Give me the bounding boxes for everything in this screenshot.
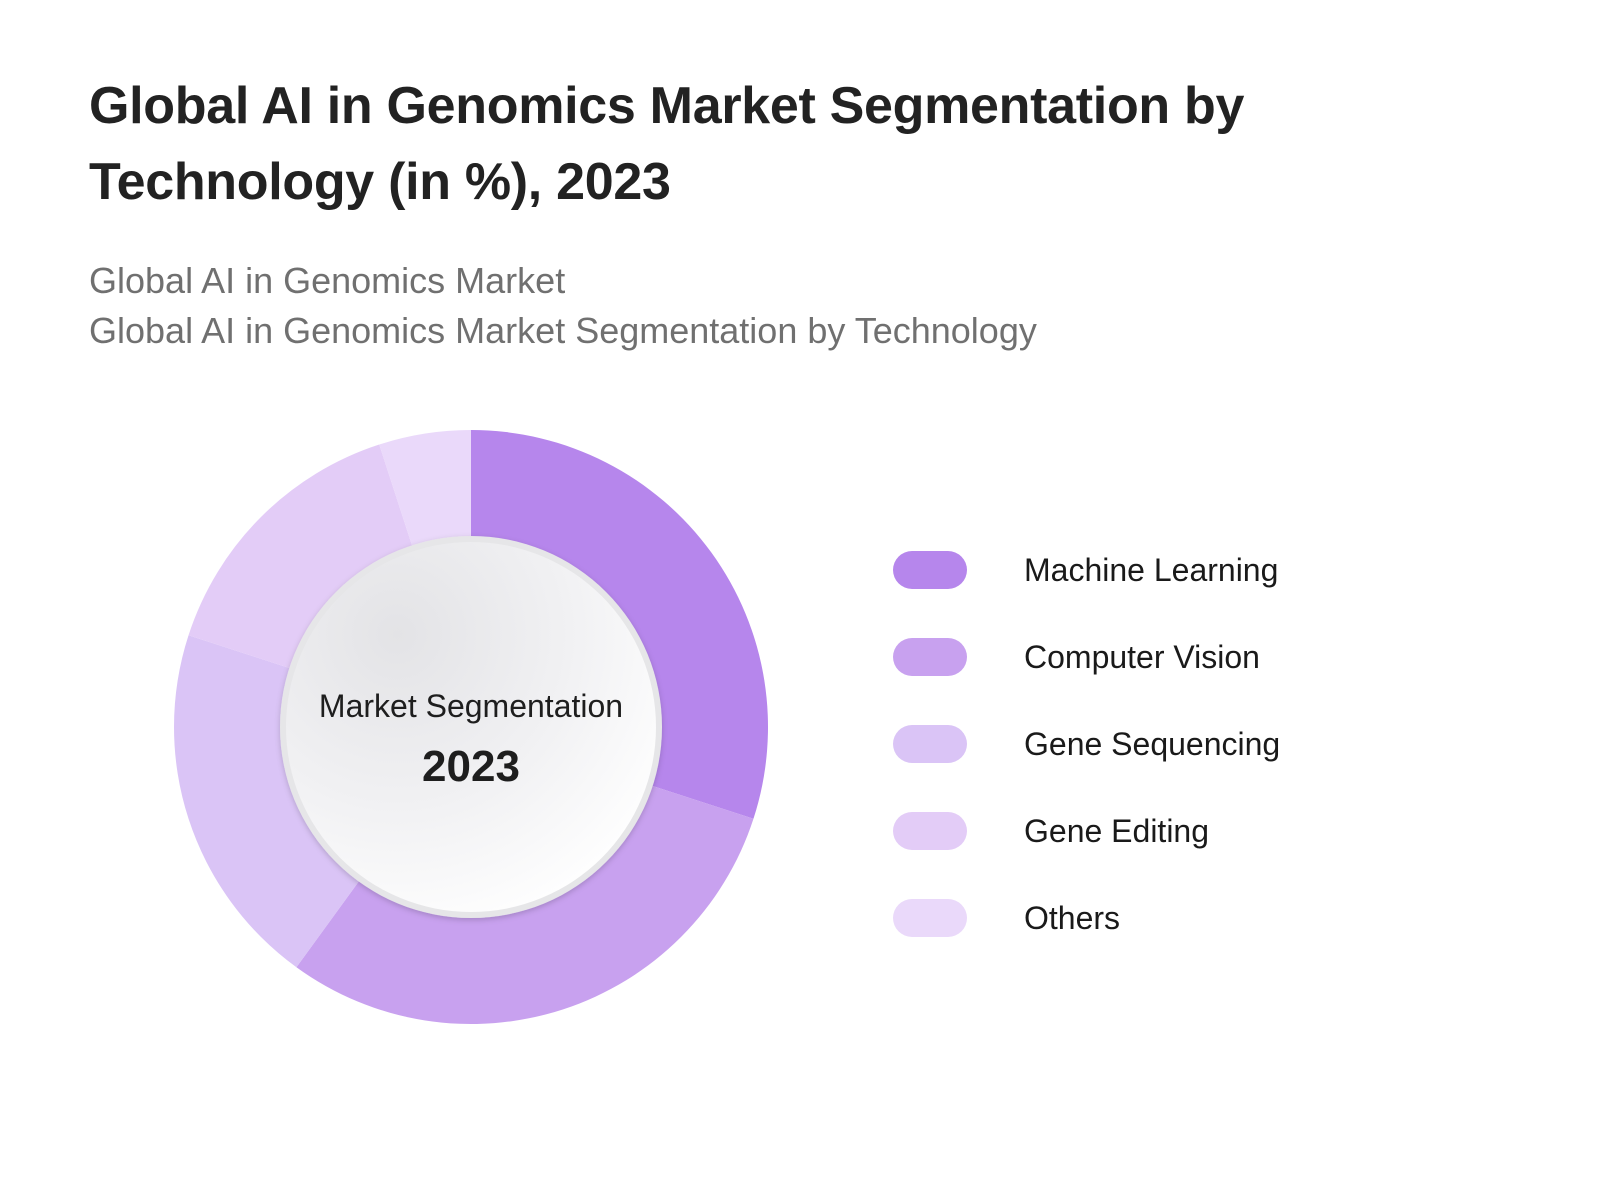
legend-swatch-gene-sequencing — [893, 725, 967, 763]
legend-label-gene-editing: Gene Editing — [1024, 813, 1210, 849]
subtitle-block: Global AI in Genomics Market Global AI i… — [89, 256, 1389, 356]
slice-gene-sequencing — [173, 635, 363, 968]
legend-label-computer-vision: Computer Vision — [1024, 639, 1260, 675]
donut-hub-face — [286, 542, 656, 912]
legend-label-gene-sequencing: Gene Sequencing — [1024, 726, 1281, 762]
legend-swatch-others — [893, 899, 967, 937]
subtitle-segmentation: Global AI in Genomics Market Segmentatio… — [89, 310, 1037, 351]
legend-item-gene-editing: Gene Editing — [893, 812, 1413, 899]
slice-others — [379, 430, 471, 552]
legend-label-others: Others — [1024, 900, 1121, 936]
center-year: 2023 — [422, 742, 520, 791]
legend-item-machine-learning: Machine Learning — [893, 551, 1413, 638]
legend-swatch-computer-vision — [893, 638, 967, 676]
legend-label-machine-learning: Machine Learning — [1024, 552, 1279, 588]
legend-item-gene-sequencing: Gene Sequencing — [893, 725, 1413, 812]
center-label: Market Segmentation — [318, 688, 624, 724]
slice-machine-learning — [471, 430, 769, 819]
subtitle-market: Global AI in Genomics Market — [89, 260, 566, 301]
legend-swatch-gene-editing — [893, 812, 967, 850]
chart-title: Global AI in Genomics Market Segmentatio… — [89, 77, 1245, 211]
slice-gene-editing — [188, 444, 414, 670]
legend-item-computer-vision: Computer Vision — [893, 638, 1413, 725]
legend-item-others: Others — [893, 899, 1413, 986]
legend: Machine Learning Computer Vision Gene Sequ… — [893, 551, 1413, 986]
legend-swatch-machine-learning — [893, 551, 967, 589]
